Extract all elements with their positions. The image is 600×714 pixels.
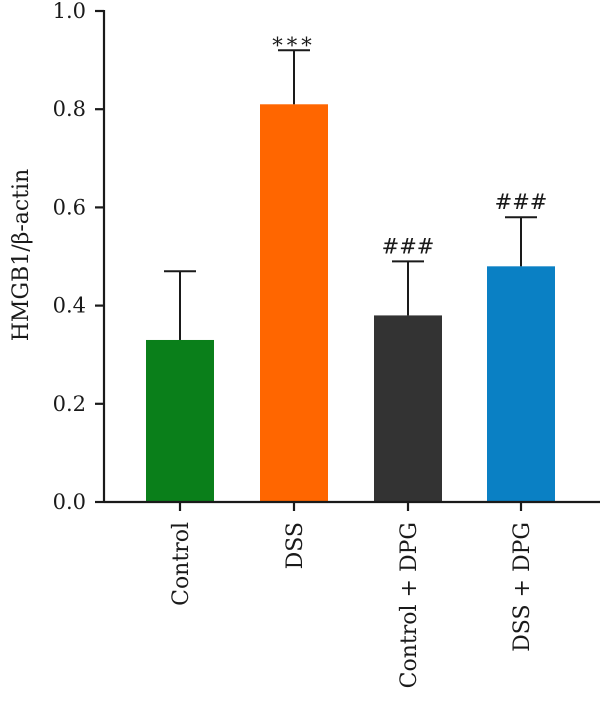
significance-label: ###: [495, 190, 548, 214]
error-bar: [392, 260, 424, 316]
y-tick-label: 0.0: [53, 490, 86, 514]
y-tick-label: 0.6: [53, 195, 86, 219]
x-category-label: DSS + DPG: [510, 522, 535, 652]
bar: [146, 339, 214, 502]
error-bar: [164, 270, 196, 340]
bars: [146, 104, 555, 502]
error-bar: [278, 49, 310, 105]
significance-markers: *** ### ###: [272, 33, 547, 258]
x-axis: Control DSS Control + DPG DSS + DPG: [104, 500, 600, 688]
y-tick-label: 0.8: [53, 97, 86, 121]
error-bar: [505, 216, 537, 267]
y-axis-title: HMGB1/β-actin: [9, 169, 34, 342]
bar: [260, 104, 328, 502]
significance-label: ***: [272, 33, 316, 57]
x-category-label: Control: [169, 522, 194, 606]
y-axis: 0.0 0.2 0.4 0.6 0.8 1.0: [53, 0, 106, 514]
significance-label: ###: [382, 234, 435, 258]
x-category-label: DSS: [283, 522, 308, 569]
bar: [487, 266, 555, 502]
x-category-label: Control + DPG: [397, 522, 422, 688]
y-tick-label: 0.4: [53, 294, 86, 318]
y-tick-label: 0.2: [53, 392, 86, 416]
bar: [374, 315, 442, 502]
y-tick-label: 1.0: [53, 0, 86, 23]
error-bars: [164, 49, 537, 340]
